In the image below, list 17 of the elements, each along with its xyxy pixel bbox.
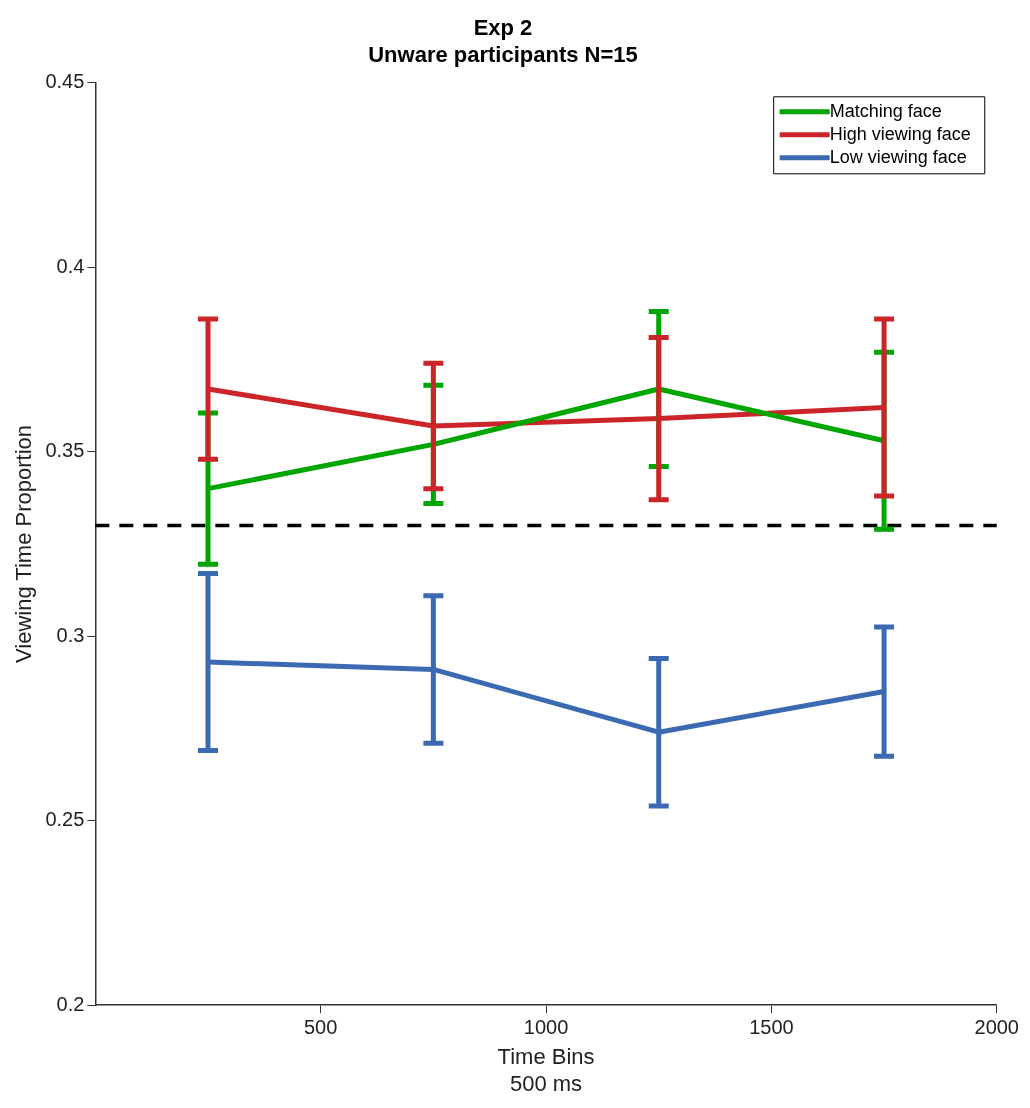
y-tick-label: 0.3: [56, 623, 85, 646]
chart-subtitle: Unware participants N=15: [368, 41, 638, 67]
y-axis-title: Viewing Time Proportion: [11, 424, 37, 664]
y-tick-label: 0.4: [56, 254, 85, 277]
x-axis-title: Time Bins 500 ms: [497, 1044, 595, 1096]
x-tick-label: 500: [304, 1015, 338, 1038]
legend-label: Matching face: [829, 100, 942, 121]
legend-label: High viewing face: [829, 123, 971, 144]
chart-title: Exp 2: [473, 15, 533, 41]
y-tick-label: 0.25: [45, 808, 85, 831]
legend-label: Low viewing face: [829, 146, 967, 167]
y-tick-label: 0.2: [56, 992, 85, 1015]
y-tick-label: 0.45: [45, 70, 85, 93]
x-tick-label: 1000: [523, 1015, 569, 1038]
y-tick-label: 0.35: [45, 439, 85, 462]
x-tick-label: 2000: [974, 1015, 1019, 1038]
x-tick-label: 1500: [749, 1015, 794, 1038]
